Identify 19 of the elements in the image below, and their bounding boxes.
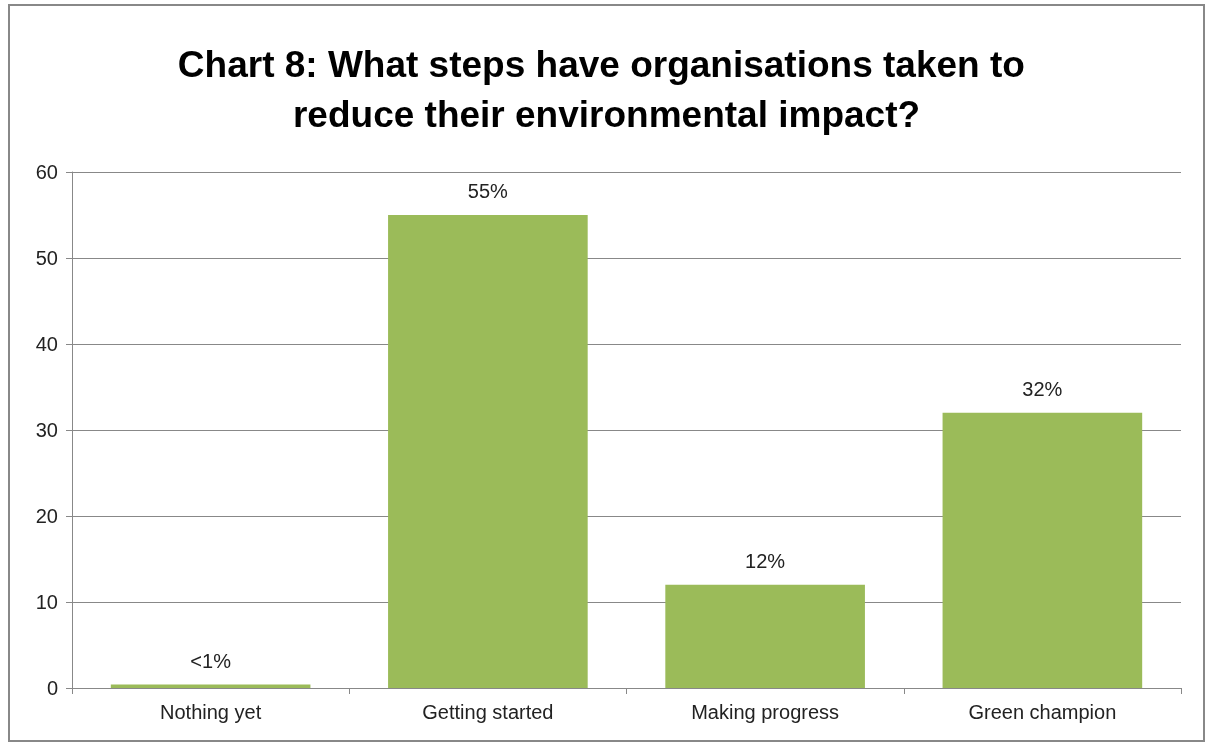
x-tick-label: Green champion — [968, 701, 1117, 723]
y-tick-label: 50 — [35, 247, 58, 269]
data-label: <1% — [190, 649, 232, 672]
x-tick-label: Nothing yet — [160, 701, 262, 723]
y-tick-label: 0 — [46, 677, 58, 699]
y-tick-label: 60 — [35, 161, 58, 183]
bar — [942, 412, 1143, 688]
x-tick-label: Making progress — [691, 701, 840, 723]
y-tick-label: 30 — [35, 419, 58, 441]
chart-title: Chart 8: What steps have organisations taken to reduce their environmental impact? — [177, 43, 1036, 135]
data-label: 32% — [1022, 377, 1063, 400]
y-tick-label: 40 — [35, 333, 58, 355]
y-tick-label: 20 — [35, 505, 58, 527]
bar — [665, 584, 865, 688]
data-label: 55% — [467, 180, 509, 202]
bar — [388, 215, 588, 688]
x-tick-label: Getting started — [422, 701, 554, 723]
y-tick-label: 10 — [35, 591, 58, 613]
data-label: 12% — [745, 549, 786, 572]
